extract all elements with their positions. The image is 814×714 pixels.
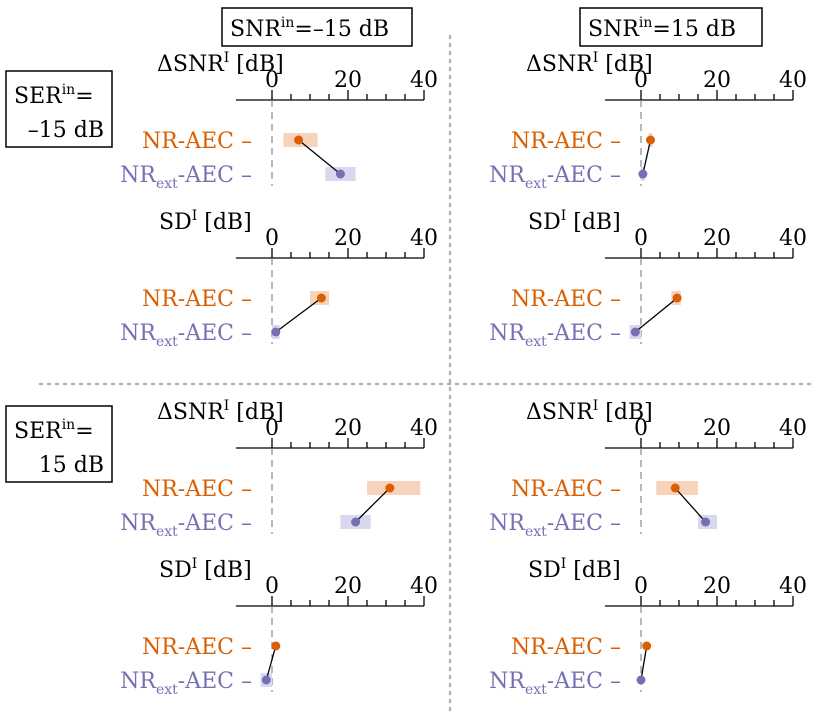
x-tick-label: 0 (265, 416, 279, 441)
x-tick-label: 0 (634, 226, 648, 251)
sd-axis-title: SDI [dB] (528, 208, 621, 235)
x-tick-label: 40 (779, 416, 807, 441)
sd-subplot: SDI [dB] 0 20 40 NR-AEC – NRext-AEC – (489, 556, 807, 698)
delta-snr-subplot: ΔSNRI [dB]0 20 40 NR-AEC – NRext-AEC – (120, 50, 438, 192)
nr-aec-point (670, 483, 680, 493)
sd-axis-title: SDI [dB] (159, 208, 252, 235)
x-tick-label: 20 (703, 226, 731, 251)
nr-ext-aec-label: NRext-AEC – (120, 669, 252, 698)
x-tick-label: 40 (410, 226, 438, 251)
nr-aec-point (642, 641, 652, 651)
x-tick-label: 40 (410, 574, 438, 599)
row-header-value: 15 dB (39, 453, 104, 478)
row-header-value: –15 dB (28, 118, 104, 143)
x-tick-label: 40 (410, 68, 438, 93)
column-header-label: SNRin=15 dB (588, 15, 736, 42)
nr-aec-point (271, 641, 281, 651)
connector-line (674, 487, 707, 523)
connector-line (298, 139, 341, 175)
nr-ext-aec-label: NRext-AEC – (489, 511, 621, 540)
delta-snr-axis-title: ΔSNRI [dB] (526, 398, 653, 425)
nr-ext-aec-label: NRext-AEC – (120, 163, 252, 192)
x-tick-label: 0 (265, 574, 279, 599)
nr-aec-point (385, 483, 395, 493)
nr-aec-point (294, 135, 304, 145)
x-tick-label: 20 (703, 574, 731, 599)
nr-aec-point (672, 293, 682, 303)
nr-ext-aec-point (261, 675, 271, 685)
x-tick-label: 0 (634, 416, 648, 441)
x-tick-label: 20 (334, 226, 362, 251)
sd-subplot: SDI [dB] 0 20 40 NR-AEC – NRext-AEC – (489, 208, 807, 350)
x-tick-label: 40 (410, 416, 438, 441)
connector-line (355, 487, 391, 523)
row-header-2: SERin= 15 dB (5, 405, 113, 483)
delta-snr-axis-title: ΔSNRI [dB] (157, 398, 284, 425)
row-header-label: SERin= (14, 417, 94, 444)
row-header-box (5, 70, 113, 148)
x-tick-label: 0 (634, 68, 648, 93)
column-header-label: SNRin=–15 dB (230, 15, 389, 42)
nr-ext-aec-point (351, 517, 361, 527)
nr-ext-aec-label: NRext-AEC – (489, 163, 621, 192)
nr-aec-label: NR-AEC – (142, 129, 252, 154)
connector-line (275, 297, 322, 333)
nr-ext-aec-point (271, 327, 281, 337)
x-tick-label: 20 (703, 68, 731, 93)
connector-line (634, 297, 678, 333)
sd-subplot: SDI [dB] 0 20 40 NR-AEC – NRext-AEC – (120, 208, 438, 350)
nr-ext-aec-label: NRext-AEC – (489, 321, 621, 350)
row-header-label: SERin= (14, 82, 94, 109)
column-header-2: SNRin=15 dB (579, 7, 763, 47)
nr-ext-aec-label: NRext-AEC – (120, 511, 252, 540)
nr-aec-label: NR-AEC – (511, 287, 621, 312)
delta-snr-axis-title: ΔSNRI [dB] (157, 50, 284, 77)
sd-axis-title: SDI [dB] (159, 556, 252, 583)
nr-aec-point (646, 135, 655, 145)
x-tick-label: 0 (634, 574, 648, 599)
x-tick-label: 0 (265, 226, 279, 251)
x-tick-label: 40 (779, 574, 807, 599)
nr-aec-label: NR-AEC – (511, 635, 621, 660)
delta-snr-subplot: ΔSNRI [dB]0 20 40 NR-AEC – NRext-AEC – (489, 50, 807, 192)
nr-aec-label: NR-AEC – (142, 635, 252, 660)
nr-aec-label: NR-AEC – (142, 287, 252, 312)
column-header-box (221, 7, 413, 47)
x-tick-label: 20 (703, 416, 731, 441)
column-header-box (579, 7, 763, 47)
sd-subplot: SDI [dB] 0 20 40 NR-AEC – NRext-AEC – (120, 556, 438, 698)
connector-line (265, 645, 277, 681)
delta-snr-axis-title: ΔSNRI [dB] (526, 50, 653, 77)
connector-line (642, 139, 652, 175)
nr-ext-aec-point (630, 327, 640, 337)
row-header-box (5, 405, 113, 483)
nr-aec-label: NR-AEC – (511, 129, 621, 154)
connector-line (640, 645, 648, 681)
nr-ext-aec-label: NRext-AEC – (120, 321, 252, 350)
x-tick-label: 40 (779, 226, 807, 251)
column-header-1: SNRin=–15 dB (221, 7, 413, 47)
x-tick-label: 20 (334, 574, 362, 599)
delta-snr-subplot: ΔSNRI [dB]0 20 40 NR-AEC – NRext-AEC – (120, 398, 438, 540)
nr-ext-aec-point (638, 169, 648, 179)
nr-ext-aec-point (335, 169, 345, 179)
nr-aec-point (316, 293, 326, 303)
nr-ext-aec-point (701, 517, 711, 527)
x-tick-label: 20 (334, 416, 362, 441)
nr-aec-label: NR-AEC – (511, 477, 621, 502)
row-header-1: SERin= –15 dB (5, 70, 113, 148)
x-tick-label: 40 (779, 68, 807, 93)
x-tick-label: 0 (265, 68, 279, 93)
sd-axis-title: SDI [dB] (528, 556, 621, 583)
nr-aec-label: NR-AEC – (142, 477, 252, 502)
delta-snr-subplot: ΔSNRI [dB]0 20 40 NR-AEC – NRext-AEC – (489, 398, 807, 540)
nr-ext-aec-label: NRext-AEC – (489, 669, 621, 698)
x-tick-label: 20 (334, 68, 362, 93)
nr-ext-aec-point (636, 675, 646, 685)
